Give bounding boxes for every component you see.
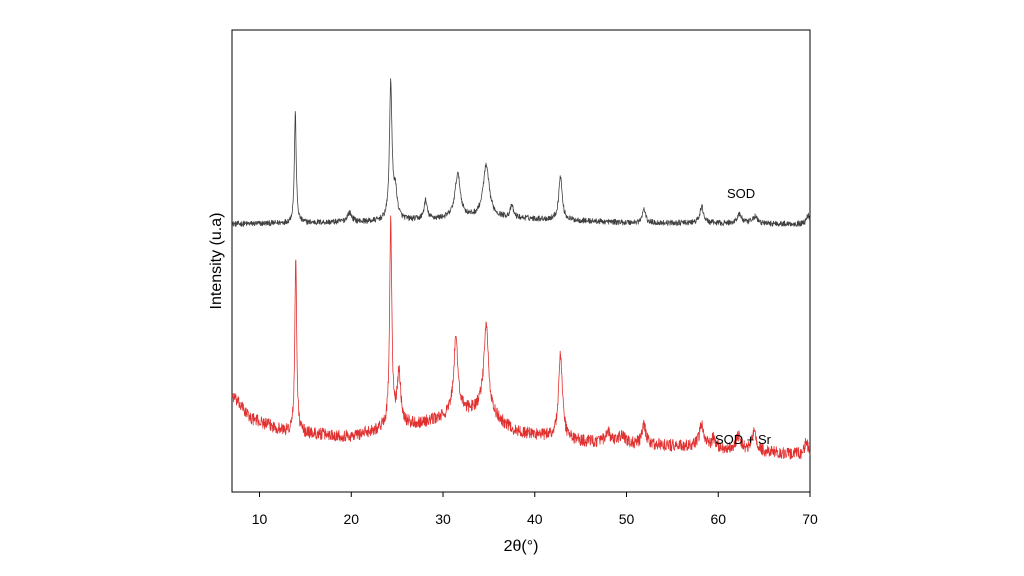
series-line-sod — [231, 78, 811, 228]
y-axis-title: Intensity (u.a) — [208, 213, 225, 310]
x-tick-label: 20 — [343, 511, 359, 527]
x-axis-title: 2θ(°) — [504, 538, 539, 555]
series-label-sod: SOD — [727, 186, 755, 201]
x-tick-label: 70 — [802, 511, 818, 527]
x-tick-label: 10 — [252, 511, 268, 527]
x-tick-label: 50 — [619, 511, 635, 527]
x-tick-label: 40 — [527, 511, 543, 527]
x-tick-label: 30 — [435, 511, 451, 527]
series-label-sod-sr: SOD + Sr — [715, 432, 772, 447]
plot-frame — [231, 29, 811, 493]
x-tick-label: 60 — [710, 511, 726, 527]
x-axis-ticks: 10 20 30 40 50 60 70 — [252, 492, 818, 527]
series-labels: SOD SOD + Sr — [715, 186, 772, 447]
series-line-sod-sr — [231, 215, 811, 460]
series-layer — [231, 78, 811, 460]
